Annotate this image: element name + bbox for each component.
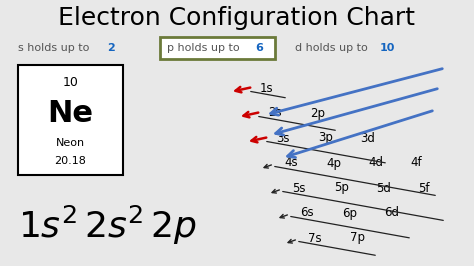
Text: 5f: 5f xyxy=(418,181,429,194)
Text: 10: 10 xyxy=(380,43,395,53)
Text: 6: 6 xyxy=(255,43,263,53)
Bar xyxy=(160,37,275,59)
Text: 5s: 5s xyxy=(292,181,306,194)
Text: 2: 2 xyxy=(107,43,115,53)
Text: 7s: 7s xyxy=(308,231,322,244)
Text: 4p: 4p xyxy=(326,156,341,169)
Text: 2s: 2s xyxy=(268,106,282,119)
Text: 6d: 6d xyxy=(384,206,399,219)
Text: 4d: 4d xyxy=(368,156,383,169)
Text: p holds up to: p holds up to xyxy=(167,43,243,53)
Text: 5p: 5p xyxy=(334,181,349,194)
Text: d holds up to: d holds up to xyxy=(295,43,371,53)
Text: 7p: 7p xyxy=(350,231,365,244)
Bar xyxy=(18,65,123,175)
Text: 4f: 4f xyxy=(410,156,422,169)
Text: 3s: 3s xyxy=(276,131,290,144)
Text: 1s: 1s xyxy=(260,81,273,94)
Text: 3d: 3d xyxy=(360,131,375,144)
Text: $1s^2\,2s^2\,2p$: $1s^2\,2s^2\,2p$ xyxy=(18,203,197,247)
Text: Ne: Ne xyxy=(47,98,93,127)
Text: Neon: Neon xyxy=(56,138,85,148)
Text: 2p: 2p xyxy=(310,106,325,119)
Text: Electron Configuration Chart: Electron Configuration Chart xyxy=(58,6,416,30)
Text: 6p: 6p xyxy=(342,206,357,219)
Text: 6s: 6s xyxy=(300,206,314,219)
Text: 10: 10 xyxy=(63,77,78,89)
Text: 4s: 4s xyxy=(284,156,298,169)
Text: 5d: 5d xyxy=(376,181,391,194)
Text: 20.18: 20.18 xyxy=(55,156,86,166)
Text: s holds up to: s holds up to xyxy=(18,43,93,53)
Text: 3p: 3p xyxy=(318,131,333,144)
